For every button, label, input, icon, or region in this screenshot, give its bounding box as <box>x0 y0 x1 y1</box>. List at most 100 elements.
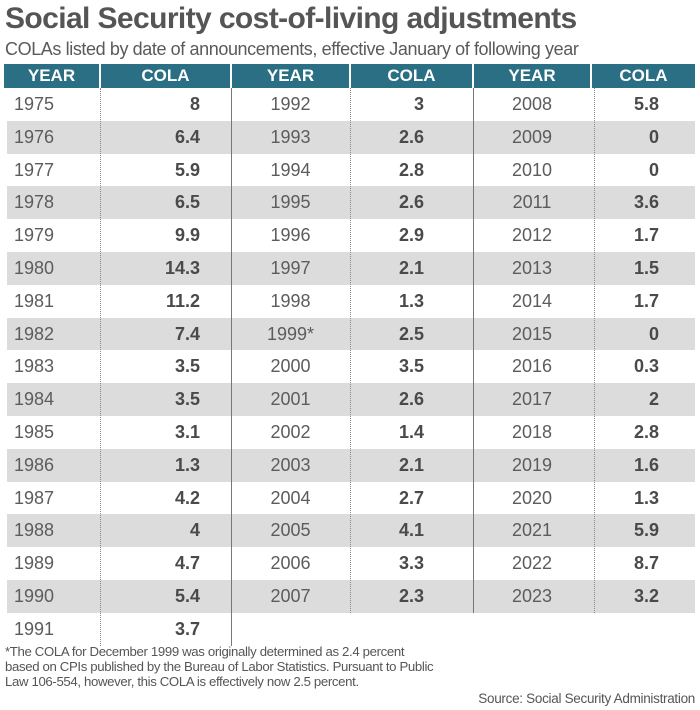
column-divider-dotted <box>594 88 595 613</box>
header-year-2: YEAR <box>232 64 349 88</box>
cola-cell: 11.2 <box>165 290 200 311</box>
cola-cell: 3.5 <box>398 356 424 377</box>
cola-cell: 2.6 <box>398 126 424 147</box>
year-cell: 2010 <box>511 159 553 180</box>
year-cell: 2012 <box>511 225 553 246</box>
cola-cell: 4.2 <box>174 487 200 508</box>
section-divider <box>231 88 232 646</box>
year-cell: 1978 <box>14 192 55 213</box>
year-cell: 2008 <box>511 94 553 114</box>
cola-cell: 0 <box>648 323 659 344</box>
cola-cell: 3.5 <box>174 356 200 377</box>
year-cell: 2018 <box>511 422 553 442</box>
cola-cell: 1.7 <box>633 225 659 246</box>
header-cola-3: COLA <box>592 64 695 88</box>
cola-cell: 2.7 <box>398 487 424 508</box>
year-cell: 1994 <box>270 159 311 180</box>
cola-cell: 0 <box>648 126 659 147</box>
year-cell: 1987 <box>14 487 55 508</box>
cola-cell: 5.4 <box>174 586 200 606</box>
year-cell: 2003 <box>270 454 311 475</box>
year-cell: 1985 <box>14 422 55 442</box>
cola-cell: 3.2 <box>633 586 659 606</box>
year-cell: 1998 <box>270 290 311 311</box>
cola-cell: 1.6 <box>633 454 659 475</box>
year-cell: 1979 <box>14 225 55 246</box>
cola-cell: 6.5 <box>174 192 200 213</box>
year-cell: 1991 <box>14 618 55 639</box>
year-cell: 2016 <box>511 356 553 377</box>
year-cell: 1977 <box>14 159 55 180</box>
year-cell: 2021 <box>511 520 553 541</box>
row-stripe <box>7 186 695 220</box>
year-cell: 1976 <box>14 126 55 147</box>
cola-cell: 0.3 <box>633 356 659 377</box>
year-cell: 2022 <box>511 553 553 574</box>
year-cell: 1995 <box>270 192 311 213</box>
year-cell: 1993 <box>270 126 311 147</box>
header-cola-2: COLA <box>351 64 472 88</box>
year-cell: 1989 <box>14 553 55 574</box>
year-cell: 2007 <box>270 586 311 606</box>
cola-cell: 1.3 <box>398 290 424 311</box>
year-cell: 1997 <box>270 258 311 278</box>
year-cell: 2002 <box>270 422 311 442</box>
cola-cell: 5.8 <box>633 94 659 114</box>
year-cell: 1982 <box>14 323 55 344</box>
row-stripe <box>7 514 695 548</box>
year-cell: 1980 <box>14 258 55 278</box>
cola-cell: 14.3 <box>164 258 200 278</box>
cola-cell: 2.9 <box>398 225 424 246</box>
cola-cell: 1.3 <box>174 454 200 475</box>
row-stripe <box>7 448 695 482</box>
year-cell: 1992 <box>270 94 311 114</box>
cola-cell: 4 <box>189 520 200 541</box>
cola-cell: 2.6 <box>398 389 424 410</box>
year-cell: 2017 <box>511 389 553 410</box>
cola-cell: 3.5 <box>174 389 200 410</box>
cola-cell: 8.7 <box>633 553 659 574</box>
year-cell: 1983 <box>14 356 55 377</box>
year-cell: 2014 <box>511 290 553 311</box>
header-cola-1: COLA <box>101 64 230 88</box>
year-cell: 1975 <box>14 94 55 114</box>
cola-cell: 4.7 <box>174 553 200 574</box>
cola-cell: 4.1 <box>398 520 424 541</box>
year-cell: 1984 <box>14 389 55 410</box>
cola-cell: 2.8 <box>398 159 424 180</box>
row-stripe <box>7 120 695 154</box>
year-cell: 2005 <box>270 520 311 541</box>
cola-cell: 1.7 <box>633 290 659 311</box>
year-cell: 1981 <box>14 290 55 311</box>
cola-cell: 3.1 <box>174 422 200 442</box>
cola-cell: 1.4 <box>398 422 424 442</box>
cola-cell: 3 <box>413 94 424 114</box>
year-cell: 1999* <box>266 323 315 344</box>
row-stripe <box>7 383 695 416</box>
year-cell: 2000 <box>270 356 311 377</box>
cola-cell: 1.3 <box>633 487 659 508</box>
year-cell: 1996 <box>270 225 311 246</box>
header-year-3: YEAR <box>474 64 590 88</box>
column-divider-dotted <box>100 88 101 646</box>
cola-cell: 2 <box>648 389 659 410</box>
row-stripe <box>7 317 695 351</box>
cola-cell: 1.5 <box>633 258 659 278</box>
cola-cell: 7.4 <box>174 323 200 344</box>
cola-cell: 5.9 <box>633 520 659 541</box>
year-cell: 2020 <box>511 487 553 508</box>
cola-cell: 2.1 <box>398 258 424 278</box>
row-stripe <box>7 580 695 613</box>
header-year-1: YEAR <box>4 64 99 88</box>
year-cell: 2013 <box>511 258 553 278</box>
cola-cell: 2.3 <box>398 586 424 606</box>
footnote: *The COLA for December 1999 was original… <box>5 644 434 690</box>
cola-cell: 3.3 <box>398 553 424 574</box>
chart-subtitle: COLAs listed by date of announcements, e… <box>5 39 579 59</box>
cola-cell: 2.8 <box>633 422 659 442</box>
year-cell: 1990 <box>14 586 55 606</box>
cola-cell: 3.6 <box>633 192 659 213</box>
year-cell: 1988 <box>14 520 55 541</box>
cola-cell: 9.9 <box>174 225 200 246</box>
cola-cell: 2.6 <box>398 192 424 213</box>
